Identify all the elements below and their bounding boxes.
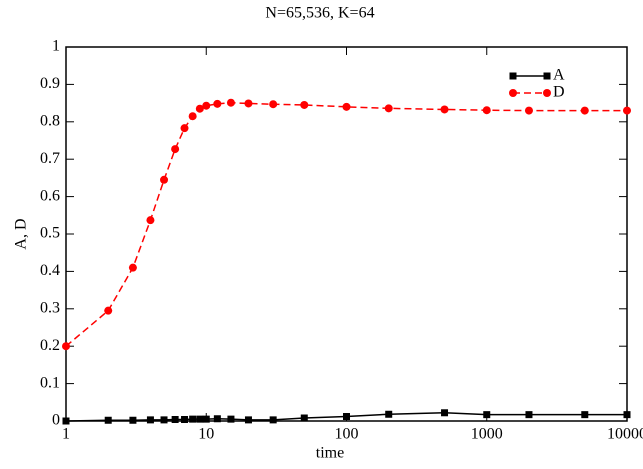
legend-marker	[509, 89, 517, 97]
marker	[244, 99, 253, 108]
legend-marker	[543, 72, 551, 80]
marker	[440, 105, 449, 114]
marker	[623, 106, 631, 115]
marker	[202, 415, 210, 423]
marker	[160, 175, 169, 184]
marker	[385, 410, 393, 418]
y-tick-label: 0.2	[40, 337, 60, 354]
marker	[226, 98, 235, 107]
marker	[62, 417, 70, 425]
marker	[482, 106, 491, 115]
marker	[441, 409, 449, 417]
marker	[343, 413, 350, 421]
marker	[146, 216, 155, 225]
marker	[196, 415, 204, 423]
marker	[171, 416, 179, 424]
marker	[623, 411, 631, 419]
x-tick-label: 10000	[607, 426, 643, 443]
marker	[213, 415, 221, 423]
marker	[128, 263, 137, 272]
y-tick-label: 0	[52, 412, 60, 429]
marker	[160, 416, 168, 424]
marker	[202, 101, 211, 110]
marker	[188, 112, 197, 121]
marker	[227, 415, 235, 423]
marker	[146, 416, 154, 424]
legend-marker	[509, 72, 517, 80]
marker	[189, 415, 197, 423]
marker	[524, 106, 533, 115]
y-tick-label: 0.8	[40, 112, 60, 129]
marker	[171, 145, 180, 154]
series-line	[65, 101, 627, 347]
y-tick-label: 0.4	[40, 262, 60, 279]
y-tick-label: 0.5	[40, 225, 60, 242]
marker	[244, 416, 252, 424]
marker	[581, 411, 589, 419]
y-tick-label: 0.3	[40, 299, 60, 316]
y-tick-label: 1	[52, 38, 60, 55]
marker	[384, 104, 393, 113]
marker	[62, 342, 70, 351]
y-tick-label: 0.1	[40, 374, 60, 391]
marker	[483, 411, 491, 419]
marker	[580, 106, 589, 115]
x-tick-label: 10	[198, 426, 214, 443]
y-tick-label: 0.6	[40, 187, 60, 204]
y-tick-label: 0.7	[40, 150, 60, 167]
y-axis-label: A, D	[13, 218, 30, 249]
marker	[181, 416, 189, 424]
marker	[300, 414, 308, 422]
legend-marker	[543, 89, 551, 97]
marker	[269, 416, 277, 424]
chart-title: N=65,536, K=64	[265, 5, 374, 22]
marker	[213, 99, 222, 108]
marker	[525, 411, 533, 419]
x-tick-label: 1	[62, 426, 70, 443]
marker	[104, 416, 112, 424]
legend-label: A	[553, 67, 565, 84]
marker	[300, 100, 309, 109]
marker	[269, 100, 278, 109]
marker	[104, 306, 113, 315]
marker	[129, 416, 137, 424]
legend-label: D	[553, 84, 565, 101]
x-axis-label: time	[316, 445, 344, 462]
x-tick-label: 1000	[471, 426, 503, 443]
y-tick-label: 0.9	[40, 75, 60, 92]
marker	[342, 102, 351, 111]
series-line	[65, 412, 627, 422]
x-tick-label: 100	[335, 426, 359, 443]
marker	[195, 104, 204, 113]
marker	[180, 124, 189, 133]
